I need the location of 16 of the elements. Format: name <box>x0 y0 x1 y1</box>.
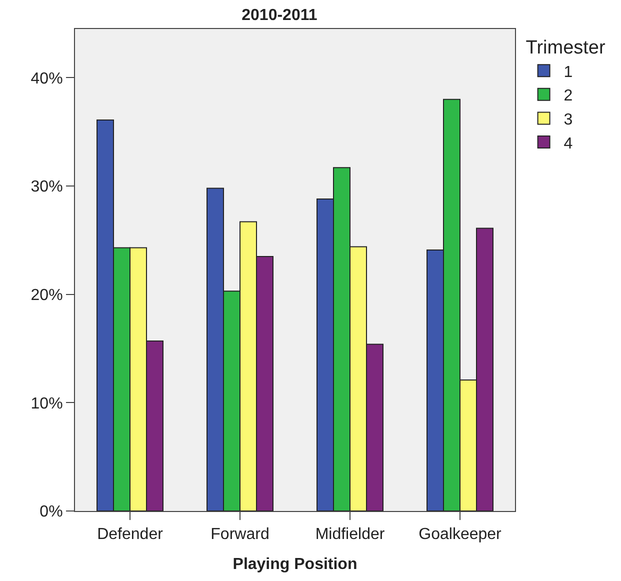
legend-label: 3 <box>564 111 573 128</box>
y-tick-label: 0% <box>40 504 63 521</box>
x-tick-label: Forward <box>210 526 270 544</box>
x-axis-title: Playing Position <box>232 556 358 573</box>
legend-label: 2 <box>564 88 573 105</box>
x-tick-label: Goalkeeper <box>418 526 502 544</box>
y-tick-label: 20% <box>30 286 63 304</box>
legend-title: Trimester <box>526 38 606 59</box>
x-tick-label: Midfielder <box>315 526 386 544</box>
chart-title: 2010-2011 <box>242 6 318 24</box>
legend-label: 4 <box>564 135 573 152</box>
y-tick-label: 40% <box>30 70 63 88</box>
y-tick-label: 30% <box>30 178 63 196</box>
y-tick-label: 10% <box>30 395 63 412</box>
x-tick-label: Defender <box>97 526 164 544</box>
legend-label: 1 <box>564 64 573 81</box>
